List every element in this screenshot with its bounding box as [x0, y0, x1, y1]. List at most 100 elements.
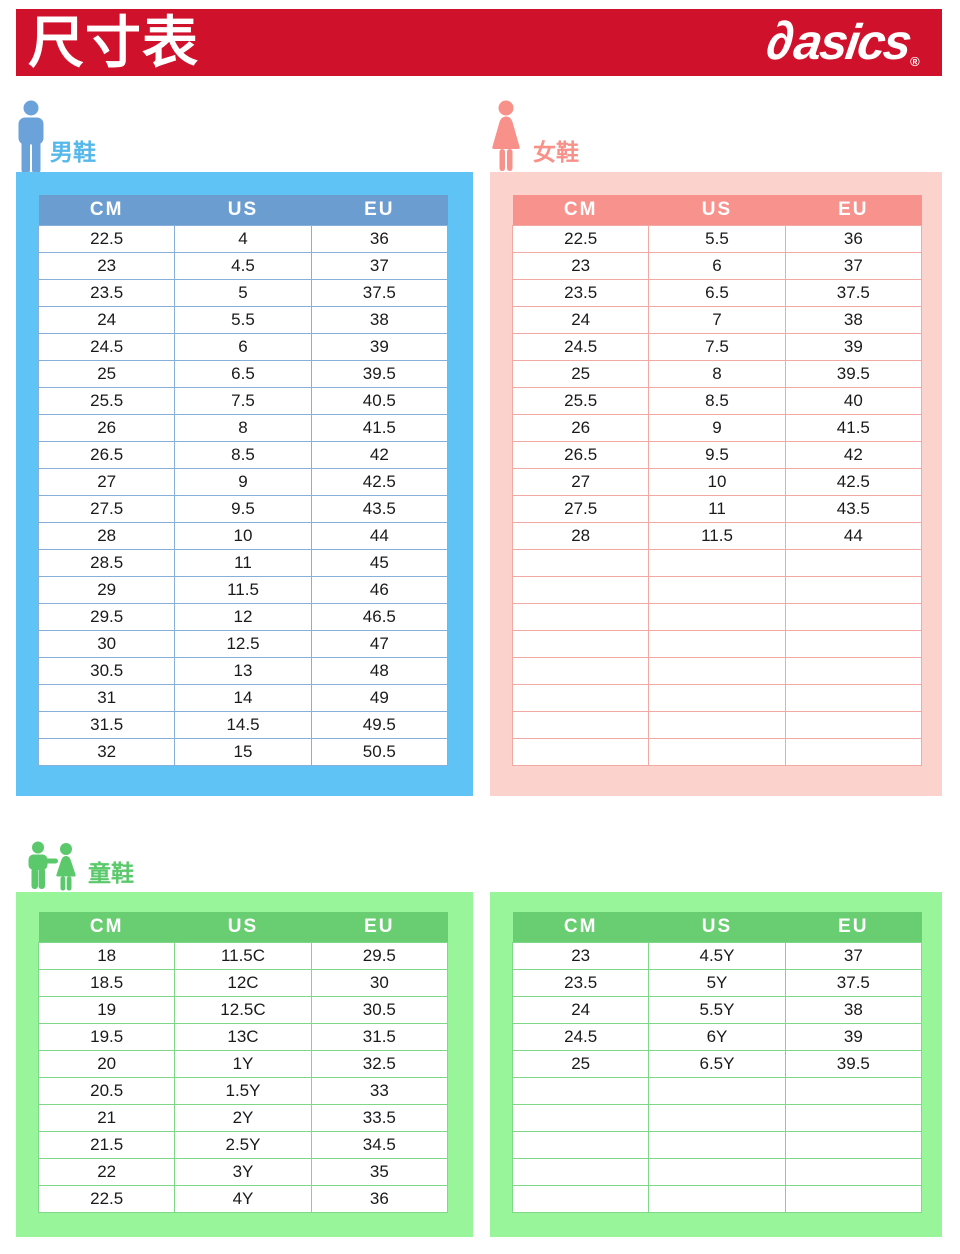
size-cell	[784, 1077, 923, 1105]
size-cell: 23.5	[511, 279, 650, 307]
table-row: 28.5 11 45	[37, 549, 449, 577]
size-cell: 37.5	[784, 969, 923, 997]
size-cell: 46.5	[310, 603, 449, 631]
size-cell: 31.5	[37, 711, 176, 739]
registered-trademark-icon: ®	[909, 53, 920, 69]
woman-icon	[488, 100, 524, 191]
size-cell: 7	[648, 306, 786, 334]
size-cell: 27	[37, 468, 176, 496]
size-cell: 44	[784, 522, 923, 550]
table-row: 22.5 5.5 36	[511, 225, 923, 253]
table-row	[511, 738, 923, 766]
size-cell	[511, 1185, 650, 1213]
size-cell: 6.5	[648, 279, 786, 307]
size-cell: 7.5	[648, 333, 786, 361]
table-row: 24 5.5 38	[37, 306, 449, 334]
size-cell	[511, 1158, 650, 1186]
size-cell: 38	[784, 306, 923, 334]
size-cell: 13	[174, 657, 312, 685]
table-row: 25 6.5 39.5	[37, 360, 449, 388]
size-cell: 5.5	[174, 306, 312, 334]
size-cell	[511, 657, 650, 685]
table-row	[511, 657, 923, 685]
table-row: 31 14 49	[37, 684, 449, 712]
size-cell	[784, 576, 923, 604]
size-cell: 6.5Y	[648, 1050, 786, 1078]
size-cell: 9	[174, 468, 312, 496]
table-row: 24.5 6 39	[37, 333, 449, 361]
size-cell: 39.5	[784, 360, 923, 388]
women-size-panel: CM US EU 22.5 5.5 36 23 6 37 23.5 6.5 37.5 24 7 38 24.5…	[490, 172, 942, 796]
header-row: CM US EU	[38, 195, 448, 226]
size-cell: 9	[648, 414, 786, 442]
header-row: CM US EU	[38, 912, 448, 943]
size-cell: 49	[310, 684, 449, 712]
size-cell	[784, 1131, 923, 1159]
size-cell: 37	[784, 252, 923, 280]
size-cell: 6Y	[648, 1023, 786, 1051]
asics-logo: ∂ asics ®	[762, 11, 926, 71]
size-cell: 39.5	[310, 360, 449, 388]
table-row: 22.5 4Y 36	[37, 1185, 449, 1213]
table-row: 24.5 7.5 39	[511, 333, 923, 361]
size-cell: 2.5Y	[174, 1131, 312, 1159]
table-row: 32 15 50.5	[37, 738, 449, 766]
size-cell: 23	[511, 252, 650, 280]
table-row: 25.5 8.5 40	[511, 387, 923, 415]
table-row: 24.5 6Y 39	[511, 1023, 923, 1051]
size-cell: 43.5	[784, 495, 923, 523]
table-row: 30.5 13 48	[37, 657, 449, 685]
size-cell: 38	[784, 996, 923, 1024]
table-row: 18 11.5C 29.5	[37, 942, 449, 970]
size-cell	[784, 1104, 923, 1132]
size-cell: 34.5	[310, 1131, 449, 1159]
size-cell: 44	[310, 522, 449, 550]
table-row: 23 4.5 37	[37, 252, 449, 280]
table-row	[511, 576, 923, 604]
column-header: EU	[311, 195, 448, 226]
size-cell: 24.5	[511, 333, 650, 361]
size-cell: 27	[511, 468, 650, 496]
kids-size-panel-left: CM US EU 18 11.5C 29.5 18.5 12C 30 19 12.5C 30.5 19.…	[16, 892, 473, 1237]
table-row	[511, 630, 923, 658]
table-row	[511, 1158, 923, 1186]
table-row: 27.5 9.5 43.5	[37, 495, 449, 523]
size-cell: 20	[37, 1050, 176, 1078]
size-cell: 48	[310, 657, 449, 685]
size-cell: 49.5	[310, 711, 449, 739]
kids-size-panel-right: CM US EU 23 4.5Y 37 23.5 5Y 37.5 24 5.5Y 38 24.5 6Y 39…	[490, 892, 942, 1237]
size-cell	[511, 576, 650, 604]
header-bar: 尺寸表 ∂ asics ®	[16, 9, 942, 76]
table-row: 26.5 8.5 42	[37, 441, 449, 469]
size-cell: 26	[37, 414, 176, 442]
size-cell: 37.5	[310, 279, 449, 307]
size-cell: 5.5	[648, 225, 786, 253]
size-cell: 8.5	[174, 441, 312, 469]
man-icon	[16, 100, 46, 193]
children-icon	[26, 841, 84, 898]
size-cell: 29.5	[310, 942, 449, 970]
table-row	[511, 1077, 923, 1105]
column-header: CM	[512, 195, 649, 226]
size-cell: 28	[511, 522, 650, 550]
size-cell: 8.5	[648, 387, 786, 415]
table-row: 21 2Y 33.5	[37, 1104, 449, 1132]
size-cell: 41.5	[784, 414, 923, 442]
size-cell: 6	[174, 333, 312, 361]
table-row: 19 12.5C 30.5	[37, 996, 449, 1024]
size-cell: 24.5	[511, 1023, 650, 1051]
size-cell: 15	[174, 738, 312, 766]
column-header: EU	[785, 195, 922, 226]
table-row: 23.5 5 37.5	[37, 279, 449, 307]
size-cell: 40.5	[310, 387, 449, 415]
size-cell: 7.5	[174, 387, 312, 415]
table-row: 18.5 12C 30	[37, 969, 449, 997]
size-cell: 8	[648, 360, 786, 388]
page-title: 尺寸表	[28, 10, 199, 74]
size-cell: 11	[648, 495, 786, 523]
size-cell: 19.5	[37, 1023, 176, 1051]
size-cell: 25	[37, 360, 176, 388]
size-cell: 32	[37, 738, 176, 766]
size-cell	[648, 1104, 786, 1132]
size-cell: 28.5	[37, 549, 176, 577]
